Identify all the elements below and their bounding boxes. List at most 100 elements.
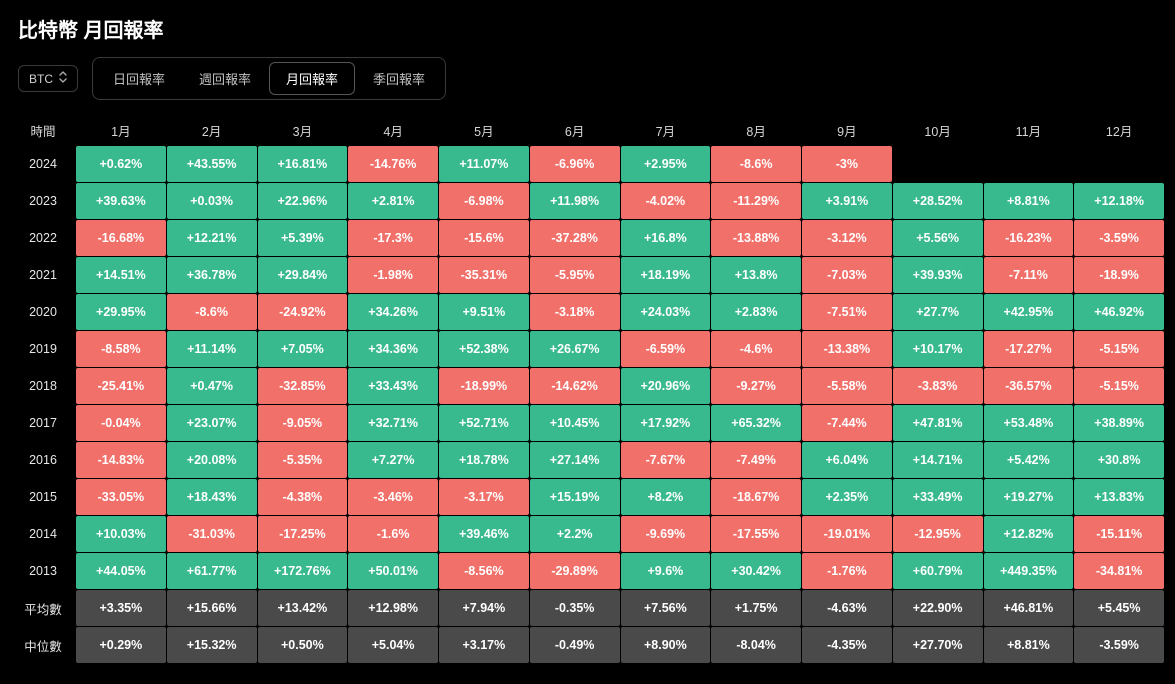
data-cell: -14.76% — [348, 146, 438, 182]
data-cell: +29.95% — [76, 294, 166, 330]
data-cell: +2.95% — [621, 146, 711, 182]
row-label: 2013 — [11, 553, 75, 589]
summary-row: 中位數+0.29%+15.32%+0.50%+5.04%+3.17%-0.49%… — [11, 627, 1164, 663]
summary-cell: +12.98% — [348, 590, 438, 626]
asset-selector[interactable]: BTC — [18, 65, 78, 92]
data-cell: +30.42% — [711, 553, 801, 589]
summary-cell: -4.35% — [802, 627, 892, 663]
data-cell: -15.6% — [439, 220, 529, 256]
data-cell: +65.32% — [711, 405, 801, 441]
tab-period-0[interactable]: 日回報率 — [97, 63, 181, 94]
data-cell: -3.17% — [439, 479, 529, 515]
data-cell — [893, 146, 983, 182]
tab-period-3[interactable]: 季回報率 — [357, 63, 441, 94]
data-cell: +27.14% — [530, 442, 620, 478]
tab-period-1[interactable]: 週回報率 — [183, 63, 267, 94]
data-cell: -8.6% — [711, 146, 801, 182]
summary-cell: +13.42% — [258, 590, 348, 626]
header-month: 7月 — [621, 115, 711, 145]
summary-cell: +0.50% — [258, 627, 348, 663]
period-tabs: 日回報率週回報率月回報率季回報率 — [92, 57, 446, 100]
data-cell: +11.14% — [167, 331, 257, 367]
summary-cell: +3.35% — [76, 590, 166, 626]
row-label: 2017 — [11, 405, 75, 441]
data-cell: +46.92% — [1074, 294, 1164, 330]
data-cell: -13.88% — [711, 220, 801, 256]
data-cell: +20.08% — [167, 442, 257, 478]
chevron-up-down-icon — [59, 71, 67, 86]
data-cell: -11.29% — [711, 183, 801, 219]
data-cell: -5.15% — [1074, 368, 1164, 404]
data-cell: +11.98% — [530, 183, 620, 219]
data-cell: +33.49% — [893, 479, 983, 515]
data-cell: -4.6% — [711, 331, 801, 367]
data-cell: +9.6% — [621, 553, 711, 589]
data-cell: +5.56% — [893, 220, 983, 256]
table-row: 2022-16.68%+12.21%+5.39%-17.3%-15.6%-37.… — [11, 220, 1164, 256]
data-cell: +13.83% — [1074, 479, 1164, 515]
data-cell: -17.3% — [348, 220, 438, 256]
summary-cell: -0.35% — [530, 590, 620, 626]
summary-cell: +5.45% — [1074, 590, 1164, 626]
data-cell: +34.26% — [348, 294, 438, 330]
data-cell: +44.05% — [76, 553, 166, 589]
data-cell: -7.51% — [802, 294, 892, 330]
data-cell: +5.39% — [258, 220, 348, 256]
table-row: 2018-25.41%+0.47%-32.85%+33.43%-18.99%-1… — [11, 368, 1164, 404]
tab-period-2[interactable]: 月回報率 — [269, 62, 355, 95]
data-cell: -31.03% — [167, 516, 257, 552]
data-cell: -5.15% — [1074, 331, 1164, 367]
data-cell: -1.98% — [348, 257, 438, 293]
table-row: 2013+44.05%+61.77%+172.76%+50.01%-8.56%-… — [11, 553, 1164, 589]
row-label: 中位數 — [11, 627, 75, 663]
data-cell: +172.76% — [258, 553, 348, 589]
data-cell: +16.81% — [258, 146, 348, 182]
data-cell: +10.03% — [76, 516, 166, 552]
data-cell: +17.92% — [621, 405, 711, 441]
data-cell: +14.51% — [76, 257, 166, 293]
data-cell: +23.07% — [167, 405, 257, 441]
header-month: 2月 — [167, 115, 257, 145]
data-cell: -8.58% — [76, 331, 166, 367]
data-cell: -12.95% — [893, 516, 983, 552]
data-cell: -6.96% — [530, 146, 620, 182]
data-cell: +12.82% — [984, 516, 1074, 552]
data-cell: -36.57% — [984, 368, 1074, 404]
data-cell: -1.76% — [802, 553, 892, 589]
row-label: 2014 — [11, 516, 75, 552]
summary-cell: +22.90% — [893, 590, 983, 626]
row-label: 2020 — [11, 294, 75, 330]
data-cell: +33.43% — [348, 368, 438, 404]
data-cell: +7.05% — [258, 331, 348, 367]
data-cell: -24.92% — [258, 294, 348, 330]
data-cell: -17.25% — [258, 516, 348, 552]
data-cell: -35.31% — [439, 257, 529, 293]
summary-cell: +0.29% — [76, 627, 166, 663]
data-cell: -0.04% — [76, 405, 166, 441]
data-cell: -13.38% — [802, 331, 892, 367]
data-cell: +53.48% — [984, 405, 1074, 441]
summary-cell: +8.90% — [621, 627, 711, 663]
data-cell: -16.23% — [984, 220, 1074, 256]
data-cell: +2.81% — [348, 183, 438, 219]
data-cell: -7.67% — [621, 442, 711, 478]
summary-cell: +46.81% — [984, 590, 1074, 626]
data-cell: -32.85% — [258, 368, 348, 404]
data-cell: +18.78% — [439, 442, 529, 478]
data-cell: -3.83% — [893, 368, 983, 404]
data-cell: +28.52% — [893, 183, 983, 219]
summary-cell: +5.04% — [348, 627, 438, 663]
header-month: 8月 — [711, 115, 801, 145]
data-cell: +449.35% — [984, 553, 1074, 589]
data-cell: -4.38% — [258, 479, 348, 515]
data-cell: -9.05% — [258, 405, 348, 441]
summary-cell: -4.63% — [802, 590, 892, 626]
data-cell: +2.83% — [711, 294, 801, 330]
row-label: 2015 — [11, 479, 75, 515]
data-cell: -7.03% — [802, 257, 892, 293]
table-row: 2021+14.51%+36.78%+29.84%-1.98%-35.31%-5… — [11, 257, 1164, 293]
row-label: 2018 — [11, 368, 75, 404]
data-cell: +26.67% — [530, 331, 620, 367]
data-cell — [1074, 146, 1164, 182]
data-cell: -5.35% — [258, 442, 348, 478]
